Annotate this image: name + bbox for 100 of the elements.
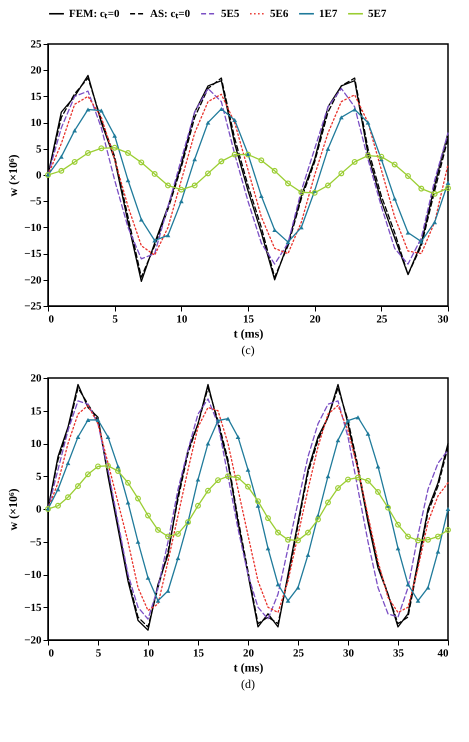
point	[206, 441, 210, 446]
y-tick-label: 5	[36, 470, 42, 483]
point	[352, 107, 358, 112]
point	[192, 157, 198, 162]
line-series	[46, 106, 450, 244]
point	[138, 159, 144, 166]
point	[366, 120, 370, 125]
point	[392, 162, 398, 168]
point	[272, 168, 278, 174]
point	[125, 480, 131, 486]
y-tick-label: 0	[36, 504, 42, 516]
point	[112, 144, 118, 151]
point	[325, 500, 331, 506]
point	[406, 582, 410, 586]
legend-label: 5E6	[270, 8, 289, 20]
point	[365, 152, 371, 159]
point	[392, 196, 398, 201]
point	[145, 512, 151, 518]
y-tick-label: 20	[30, 372, 42, 384]
point	[258, 157, 264, 164]
point	[85, 150, 91, 156]
point	[418, 240, 424, 244]
x-tick-label: 0	[48, 314, 54, 326]
point	[425, 536, 431, 543]
point	[355, 474, 361, 480]
point	[265, 515, 271, 522]
point	[86, 418, 90, 422]
x-tick-label: 35	[393, 648, 404, 660]
y-axis-title: w (×10⁶)	[6, 488, 20, 531]
y-tick-label: 25	[30, 38, 42, 50]
point	[232, 118, 238, 122]
x-tick-label: 15	[193, 648, 204, 660]
point	[235, 474, 241, 480]
x-tick-label: 15	[243, 314, 254, 326]
point	[178, 186, 184, 193]
point	[232, 152, 238, 158]
point	[106, 434, 110, 439]
x-tick-label: 20	[310, 314, 322, 326]
y-tick-label: −25	[24, 300, 42, 312]
y-tick-label: −20	[24, 634, 42, 646]
point	[55, 502, 61, 509]
point	[72, 128, 78, 132]
x-tick-label: 20	[243, 648, 254, 660]
point	[166, 233, 170, 238]
point	[378, 154, 384, 160]
point	[418, 186, 424, 192]
point	[356, 415, 360, 420]
x-tick-label: 0	[48, 648, 54, 660]
point	[138, 218, 144, 222]
point	[76, 434, 80, 439]
x-tick-label: 25	[293, 648, 304, 660]
point	[336, 438, 340, 442]
y-tick-label: −15	[24, 248, 42, 260]
y-tick-label: 5	[36, 143, 42, 156]
y-tick-label: 0	[36, 170, 42, 182]
legend-label: 5E5	[221, 8, 240, 20]
point	[306, 552, 310, 557]
point	[86, 107, 90, 112]
point	[165, 534, 171, 540]
point	[126, 178, 130, 182]
point	[95, 463, 101, 470]
x-axis-title: t (ms)	[234, 660, 264, 674]
point	[266, 546, 270, 550]
point	[338, 115, 344, 120]
y-tick-label: −5	[30, 536, 42, 548]
point	[56, 487, 60, 492]
point	[286, 240, 290, 244]
point	[195, 502, 201, 509]
x-tick-label: 10	[176, 314, 188, 326]
y-tick-label: 15	[30, 405, 42, 418]
point	[346, 418, 350, 423]
point	[298, 189, 304, 196]
point	[175, 530, 181, 537]
x-axis-title: t (ms)	[234, 326, 264, 340]
x-tick-label: 30	[343, 648, 354, 660]
x-tick-label: 5	[96, 648, 102, 660]
point	[298, 225, 304, 230]
point	[85, 471, 91, 478]
point	[245, 484, 251, 490]
point	[256, 504, 260, 508]
point	[205, 488, 211, 494]
y-tick-label: 20	[30, 64, 42, 77]
point	[295, 538, 301, 544]
point	[285, 536, 291, 543]
y-tick-label: 10	[30, 438, 42, 450]
point	[305, 530, 311, 536]
point	[146, 576, 150, 580]
point	[275, 530, 281, 536]
point	[152, 171, 158, 177]
point	[446, 180, 450, 185]
point	[376, 464, 380, 468]
point	[315, 516, 321, 522]
point	[206, 120, 210, 125]
point	[136, 540, 140, 544]
text: (c)	[241, 343, 255, 357]
point	[312, 190, 318, 196]
y-tick-label: −20	[24, 274, 42, 286]
y-tick-label: −5	[30, 196, 42, 208]
point	[216, 418, 220, 423]
point	[432, 190, 438, 197]
